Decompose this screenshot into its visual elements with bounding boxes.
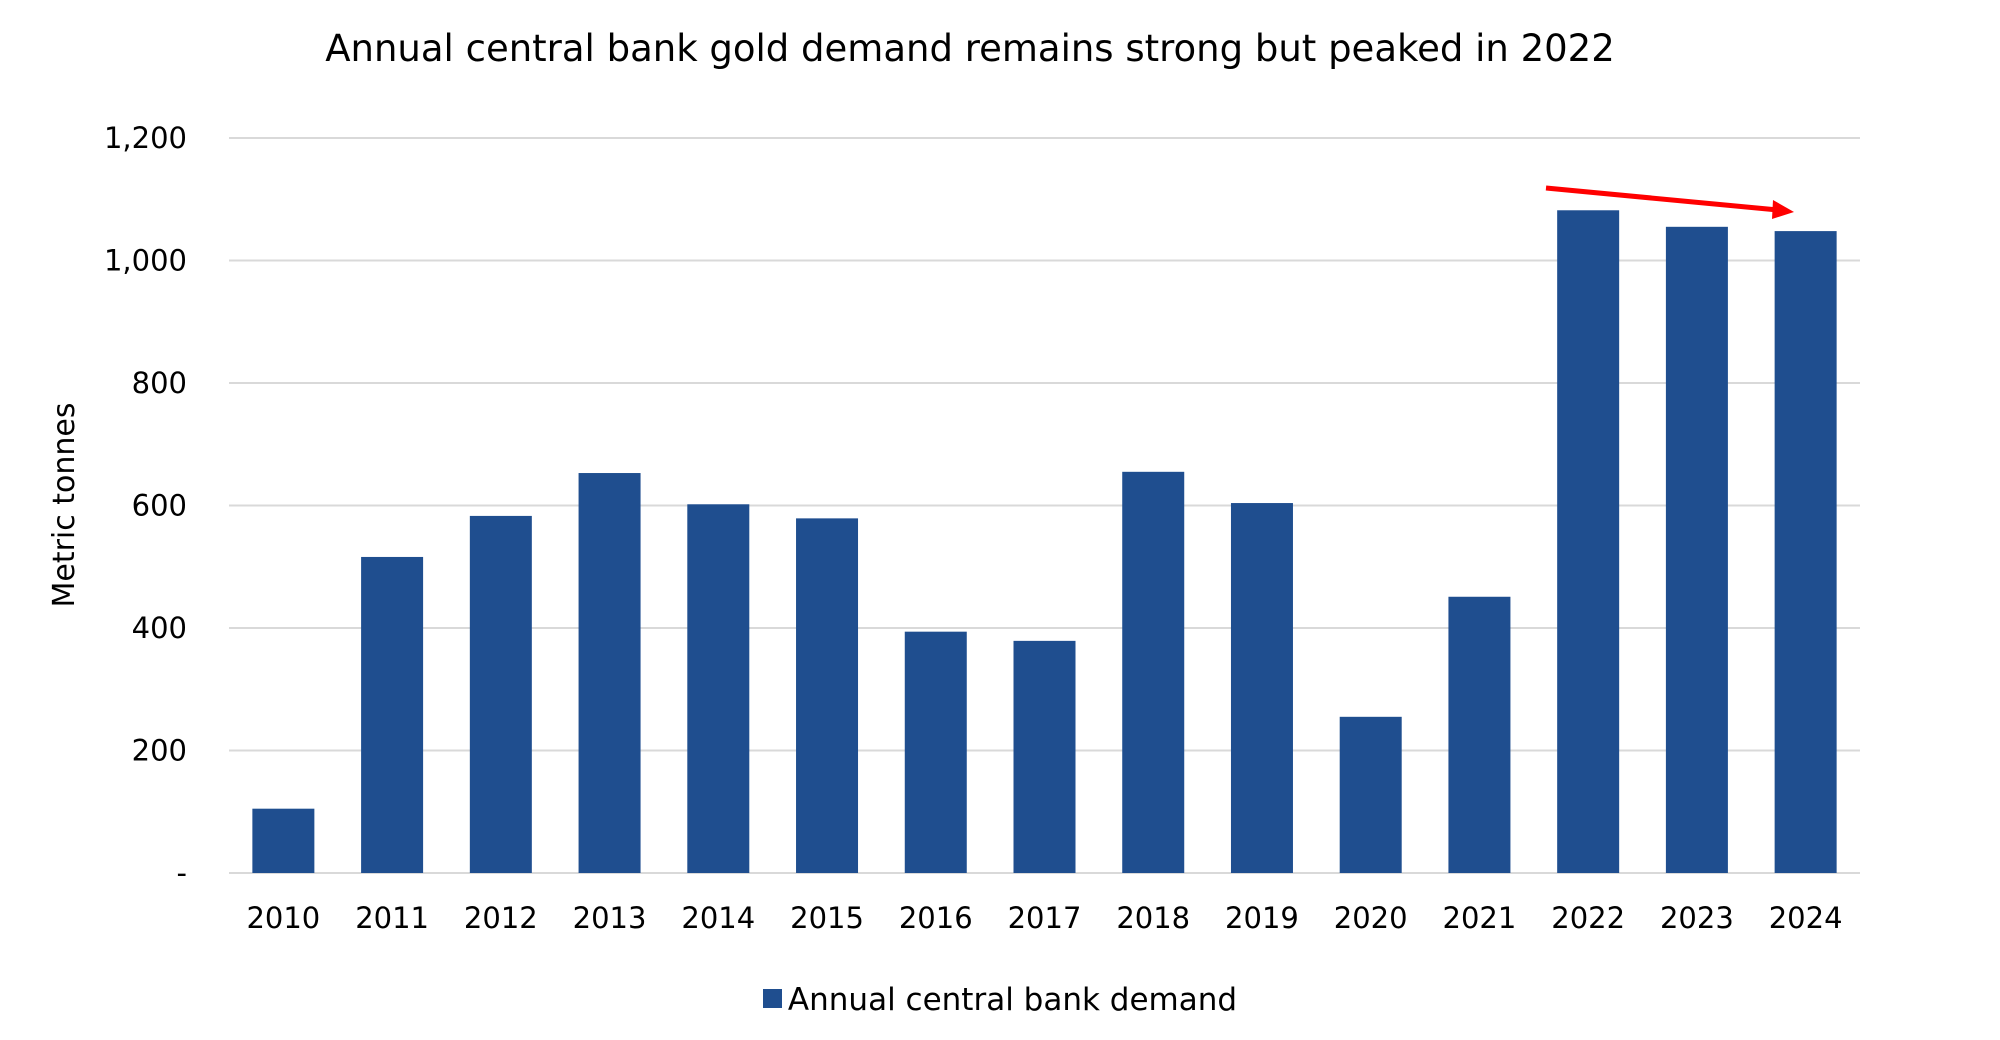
y-tick-label: 400 bbox=[132, 611, 187, 645]
bar-2016 bbox=[904, 631, 967, 873]
bar-2010 bbox=[252, 808, 315, 873]
x-tick-label: 2019 bbox=[1225, 901, 1299, 935]
x-tick-label: 2010 bbox=[246, 901, 320, 935]
x-tick-label: 2020 bbox=[1334, 901, 1408, 935]
x-tick-label: 2018 bbox=[1116, 901, 1190, 935]
x-tick-label: 2014 bbox=[681, 901, 755, 935]
legend-label: Annual central bank demand bbox=[787, 982, 1238, 1018]
chart-title: Annual central bank gold demand remains … bbox=[325, 27, 1615, 70]
y-tick-label: 200 bbox=[132, 734, 187, 768]
bar-2024 bbox=[1774, 231, 1837, 874]
bar-2017 bbox=[1013, 640, 1076, 873]
bar-2019 bbox=[1230, 503, 1293, 873]
x-tick-label: 2013 bbox=[573, 901, 647, 935]
legend: Annual central bank demand bbox=[0, 982, 2000, 1018]
bar-2020 bbox=[1339, 716, 1402, 873]
bar-2014 bbox=[687, 504, 750, 873]
y-tick-label: 800 bbox=[132, 366, 187, 400]
y-tick-label: 600 bbox=[132, 489, 187, 523]
x-tick-label: 2023 bbox=[1660, 901, 1734, 935]
trend-arrow-line bbox=[1545, 185, 1779, 213]
x-tick-label: 2022 bbox=[1551, 901, 1625, 935]
bar-2021 bbox=[1448, 596, 1511, 873]
y-axis-label: Metric tonnes bbox=[47, 402, 82, 607]
x-tick-label: 2011 bbox=[355, 901, 429, 935]
bar-2022 bbox=[1557, 210, 1620, 873]
x-tick-label: 2012 bbox=[464, 901, 538, 935]
legend-swatch bbox=[762, 989, 782, 1008]
trend-arrow-head bbox=[1772, 200, 1794, 219]
y-tick-label: 1,000 bbox=[104, 244, 187, 278]
x-tick-label: 2016 bbox=[899, 901, 973, 935]
y-tick-label: - bbox=[177, 856, 187, 890]
bar-2013 bbox=[578, 473, 641, 873]
x-tick-label: 2015 bbox=[790, 901, 864, 935]
x-tick-label: 2024 bbox=[1769, 901, 1843, 935]
bar-2015 bbox=[796, 518, 859, 873]
bar-2012 bbox=[469, 515, 532, 873]
bar-2018 bbox=[1122, 471, 1185, 873]
x-tick-label: 2017 bbox=[1008, 901, 1082, 935]
y-tick-label: 1,200 bbox=[104, 121, 187, 155]
bar-2011 bbox=[361, 556, 424, 873]
bar-2023 bbox=[1665, 226, 1728, 873]
x-tick-label: 2021 bbox=[1443, 901, 1517, 935]
